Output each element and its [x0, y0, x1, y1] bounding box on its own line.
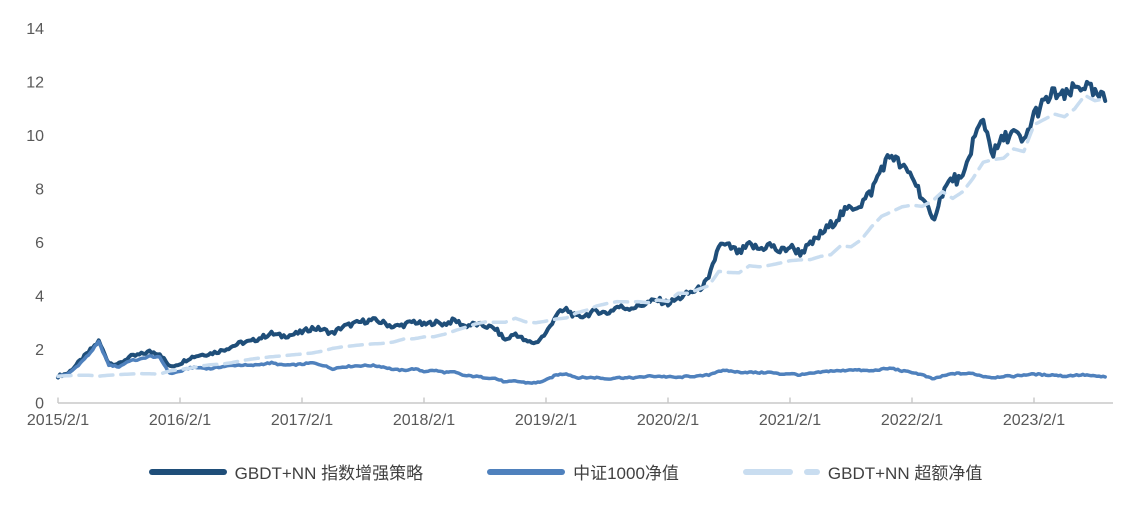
- legend-item-strategy: GBDT+NN 指数增强策略: [148, 459, 424, 484]
- y-tick-label: 12: [26, 75, 44, 92]
- x-tick-label: 2016/2/1: [149, 412, 211, 429]
- x-tick-label: 2018/2/1: [393, 412, 455, 429]
- y-tick-label: 0: [35, 396, 44, 413]
- x-tick-label: 2015/2/1: [27, 412, 89, 429]
- y-tick-label: 8: [35, 182, 44, 199]
- x-tick-label: 2019/2/1: [515, 412, 577, 429]
- legend: GBDT+NN 指数增强策略 中证1000净值 GBDT+NN 超额净值: [0, 459, 1131, 484]
- legend-label-index: 中证1000净值: [573, 464, 679, 483]
- plot-area: 0 2 4 6 8 10 12 14 2015/2/1 2016/2/1 2017/2/1 2018/…: [26, 21, 1113, 429]
- dash-segment-long: [742, 468, 793, 475]
- y-tick-label: 6: [35, 235, 44, 252]
- index-line-marker: [487, 468, 566, 475]
- legend-label-strategy: GBDT+NN 指数增强策略: [234, 464, 424, 483]
- y-tick-label: 4: [35, 289, 44, 306]
- excess-line-marker: [742, 468, 820, 475]
- x-tick-label: 2020/2/1: [637, 412, 699, 429]
- series-line-0: [56, 79, 1108, 380]
- dash-segment-short: [803, 468, 820, 475]
- x-tick-label: 2021/2/1: [759, 412, 821, 429]
- series-line-1: [56, 339, 1107, 385]
- strategy-line-marker: [148, 468, 227, 475]
- y-tick-label: 2: [35, 342, 44, 359]
- y-tick-label: 10: [26, 128, 44, 145]
- x-tick-label: 2022/2/1: [881, 412, 943, 429]
- x-tick-label: 2017/2/1: [271, 412, 333, 429]
- legend-item-index: 中证1000净值: [487, 459, 679, 484]
- y-tick-label: 14: [26, 21, 44, 38]
- x-tick-label: 2023/2/1: [1003, 412, 1065, 429]
- legend-label-excess: GBDT+NN 超额净值: [827, 464, 983, 483]
- series-line-2: [56, 93, 1107, 379]
- legend-item-excess: GBDT+NN 超额净值: [742, 459, 983, 484]
